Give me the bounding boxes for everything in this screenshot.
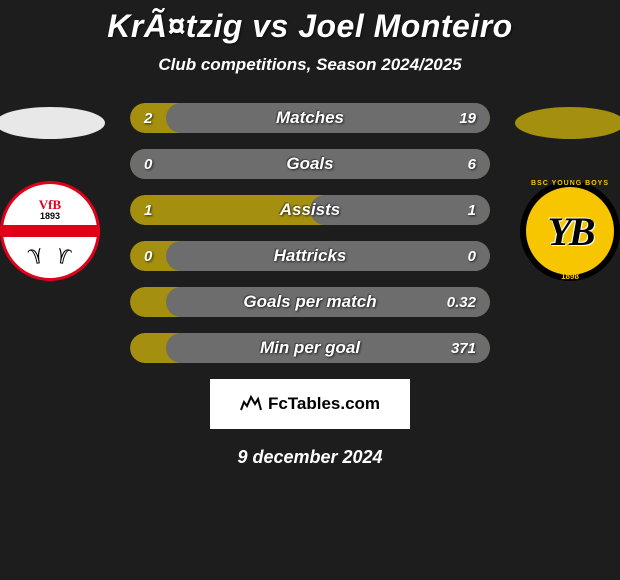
date-text: 9 december 2024 <box>0 447 620 468</box>
yb-crest-year: 1898 <box>520 272 620 281</box>
brand-badge: FcTables.com <box>210 379 410 429</box>
yb-crest-letters: YB <box>547 208 592 255</box>
stat-value-left: 2 <box>144 103 152 133</box>
stat-row: Min per goal371 <box>130 333 490 363</box>
vfb-crest-year: 1893 <box>0 211 100 221</box>
yb-crest-arc: BSC YOUNG BOYS <box>520 180 620 187</box>
stat-fill-right <box>130 149 490 179</box>
stat-fill-right <box>166 333 490 363</box>
stat-fill-right <box>310 195 490 225</box>
stat-value-right: 371 <box>451 333 476 363</box>
stat-value-right: 19 <box>459 103 476 133</box>
player2-column: BSC YOUNG BOYS YB 1898 <box>510 103 620 281</box>
stat-fill-right <box>166 103 490 133</box>
stat-value-right: 0 <box>468 241 476 271</box>
page-title: KrÃ¤tzig vs Joel Monteiro <box>0 0 620 45</box>
comparison-area: VfB 1893 ℽ ℽ BSC YOUNG BOYS YB 1898 Matc… <box>0 103 620 363</box>
player1-badge: VfB 1893 ℽ ℽ <box>0 181 100 281</box>
brand-logo-icon <box>240 393 262 416</box>
yb-crest-inner: YB <box>526 187 614 275</box>
stat-row: Goals06 <box>130 149 490 179</box>
stat-value-right: 6 <box>468 149 476 179</box>
player1-ellipse <box>0 107 105 139</box>
player1-column: VfB 1893 ℽ ℽ <box>0 103 110 281</box>
stat-fill-right <box>166 287 490 317</box>
stat-value-right: 1 <box>468 195 476 225</box>
stat-value-right: 0.32 <box>447 287 476 317</box>
yb-crest-outer: BSC YOUNG BOYS YB 1898 <box>520 181 620 281</box>
stat-row: Hattricks00 <box>130 241 490 271</box>
stat-value-left: 1 <box>144 195 152 225</box>
subtitle: Club competitions, Season 2024/2025 <box>0 55 620 75</box>
vfb-crest-band <box>0 225 100 237</box>
stat-fill-right <box>166 241 490 271</box>
stat-row: Goals per match0.32 <box>130 287 490 317</box>
brand-text: FcTables.com <box>268 394 380 414</box>
player2-badge: BSC YOUNG BOYS YB 1898 <box>520 181 620 281</box>
stat-row: Matches219 <box>130 103 490 133</box>
stat-value-left: 0 <box>144 149 152 179</box>
stat-row: Assists11 <box>130 195 490 225</box>
stat-value-left: 0 <box>144 241 152 271</box>
player2-ellipse <box>515 107 620 139</box>
stat-bars: Matches219Goals06Assists11Hattricks00Goa… <box>130 103 490 363</box>
